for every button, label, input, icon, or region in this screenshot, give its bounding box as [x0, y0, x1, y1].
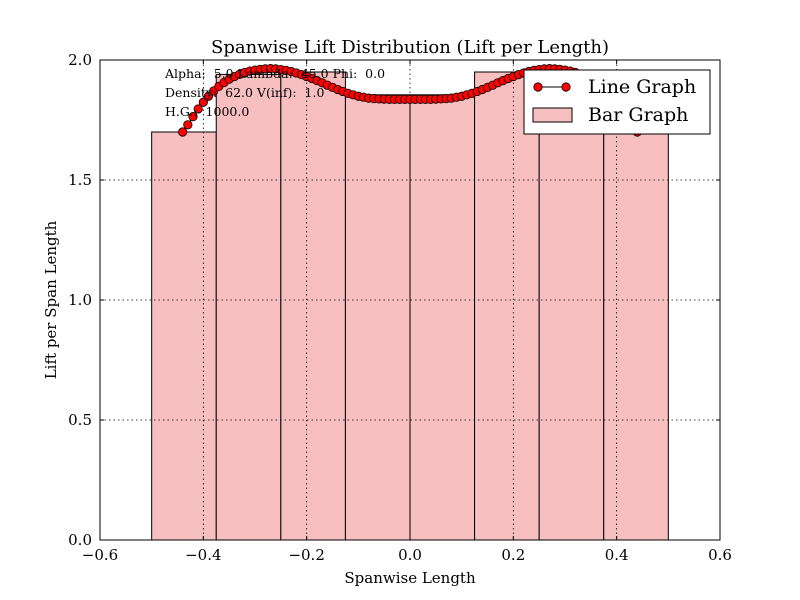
y-tick-label-2: 1.0	[68, 291, 92, 309]
line-point-0	[178, 127, 188, 137]
bar-2	[280, 71, 346, 541]
x-tick-label-2: −0.2	[288, 546, 324, 564]
parameter-annotations: Alpha: 5.0 Lambda: 45.0 Phi: 0.0 Density…	[164, 66, 385, 119]
bar-1	[215, 73, 282, 541]
x-tick-label-4: 0.2	[501, 546, 525, 564]
annotation-hg: H.G.: 1000.0	[165, 104, 249, 119]
annotation-density-velocity: Density: 62.0 V(inf): 1.0	[165, 85, 324, 100]
bar-0	[151, 131, 217, 541]
chart-title: Spanwise Lift Distribution (Lift per Len…	[211, 37, 609, 58]
legend-box	[523, 69, 711, 135]
line-point-3	[193, 104, 203, 114]
y-tick-label-1: 0.5	[68, 411, 92, 429]
bar-5	[474, 71, 540, 541]
x-tick-label-1: −0.4	[185, 546, 221, 564]
annotation-alpha-lambda-phi: Alpha: 5.0 Lambda: 45.0 Phi: 0.0	[164, 66, 385, 81]
x-tick-label-6: 0.6	[708, 546, 732, 564]
y-tick-label-0: 0.0	[68, 531, 92, 549]
bar-7	[603, 131, 669, 541]
plot-area: −0.6 −0.4 −0.2 0.0 0.2 0.4 0.6 0.0 0.5 1.0 1.5 2.0	[68, 51, 732, 564]
bar-4	[409, 94, 476, 541]
legend-line-marker-right	[561, 82, 571, 92]
line-point-1	[183, 120, 193, 130]
x-tick-label-3: 0.0	[398, 546, 422, 564]
legend-label-line: Line Graph	[588, 76, 696, 98]
legend: Line Graph Bar Graph	[523, 69, 711, 135]
x-axis-title: Spanwise Length	[344, 569, 476, 587]
x-tick-label-0: −0.6	[82, 546, 118, 564]
legend-label-bar: Bar Graph	[588, 104, 688, 126]
x-tick-label-5: 0.4	[605, 546, 629, 564]
bar-6	[538, 73, 605, 541]
y-tick-label-4: 2.0	[68, 51, 92, 69]
y-axis-title: Lift per Span Length	[42, 220, 60, 379]
y-tick-label-3: 1.5	[68, 171, 92, 189]
bar-3	[344, 94, 411, 541]
line-point-2	[188, 112, 198, 122]
legend-line-marker-left	[533, 82, 543, 92]
legend-bar-swatch	[532, 107, 573, 123]
line-point-4	[198, 97, 208, 107]
